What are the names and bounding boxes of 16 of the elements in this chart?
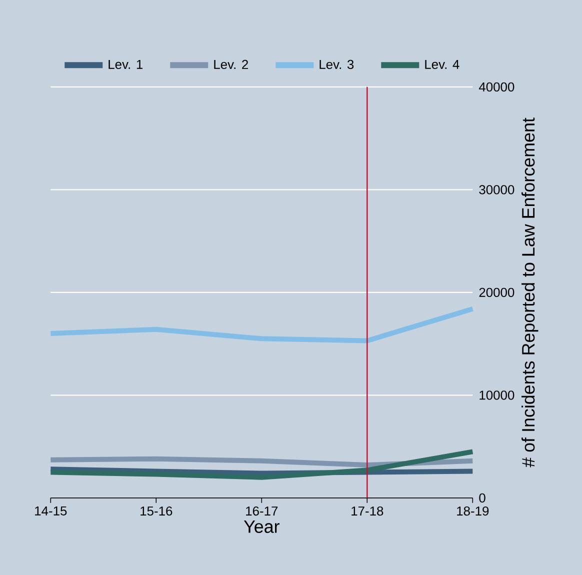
x-tick-label: 16-17: [246, 506, 278, 516]
x-axis-title: Year: [244, 520, 280, 533]
y-tick-label: 20000: [479, 288, 514, 298]
x-tick-label: 17-18: [352, 506, 384, 516]
y-axis-title: # of Incidents Reported to Law Enforcement: [522, 118, 538, 468]
legend-label: Lev. 1: [108, 60, 143, 69]
legend-label: Lev. 2: [214, 60, 248, 70]
x-tick-label: 14-15: [35, 506, 67, 516]
y-tick-label: 10000: [480, 390, 514, 400]
legend-label: Lev. 3: [320, 60, 354, 70]
y-tick-label: 0: [479, 493, 486, 503]
legend-label: Lev. 4: [425, 60, 460, 69]
x-tick-label: 15-16: [140, 506, 172, 516]
x-tick-label: 18-19: [457, 506, 489, 516]
y-tick-label: 30000: [479, 185, 514, 194]
y-tick-label: 40000: [478, 82, 514, 92]
